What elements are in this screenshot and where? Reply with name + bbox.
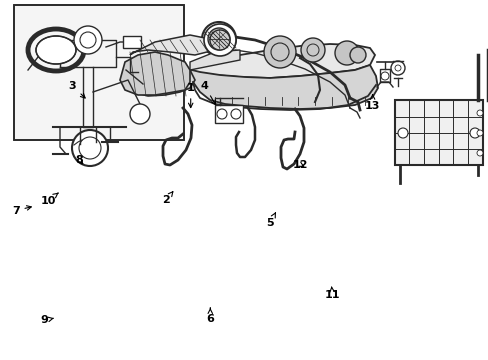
Circle shape xyxy=(130,104,150,124)
Polygon shape xyxy=(187,65,377,109)
Text: 12: 12 xyxy=(292,160,308,170)
Text: 2: 2 xyxy=(162,192,173,205)
Polygon shape xyxy=(120,52,190,95)
Circle shape xyxy=(74,26,102,54)
Circle shape xyxy=(72,130,108,166)
Text: 9: 9 xyxy=(40,315,53,325)
Bar xyxy=(14,5,183,140)
Circle shape xyxy=(202,22,236,56)
Circle shape xyxy=(349,47,365,63)
Circle shape xyxy=(264,36,295,68)
Polygon shape xyxy=(128,60,195,96)
Text: 8: 8 xyxy=(75,155,83,165)
Circle shape xyxy=(390,61,404,75)
Circle shape xyxy=(476,150,482,156)
Circle shape xyxy=(301,38,325,62)
Text: 5: 5 xyxy=(265,213,275,228)
Text: 7: 7 xyxy=(12,206,31,216)
Text: 4: 4 xyxy=(200,81,215,104)
Bar xyxy=(123,36,141,48)
Circle shape xyxy=(397,128,407,138)
Text: 13: 13 xyxy=(364,95,380,111)
Polygon shape xyxy=(130,35,215,55)
Bar xyxy=(394,100,482,165)
Bar xyxy=(14,5,183,140)
Text: 3: 3 xyxy=(68,81,85,98)
Circle shape xyxy=(334,41,358,65)
Circle shape xyxy=(207,28,229,50)
Polygon shape xyxy=(190,44,374,78)
Text: 11: 11 xyxy=(324,287,340,300)
Ellipse shape xyxy=(36,36,76,64)
Bar xyxy=(215,105,243,123)
Text: 1: 1 xyxy=(186,83,194,108)
Text: 6: 6 xyxy=(206,308,214,324)
Circle shape xyxy=(476,110,482,116)
Circle shape xyxy=(203,24,236,56)
Circle shape xyxy=(209,30,229,50)
Circle shape xyxy=(476,130,482,136)
Polygon shape xyxy=(190,50,240,70)
Text: 10: 10 xyxy=(40,193,58,206)
Circle shape xyxy=(469,128,479,138)
